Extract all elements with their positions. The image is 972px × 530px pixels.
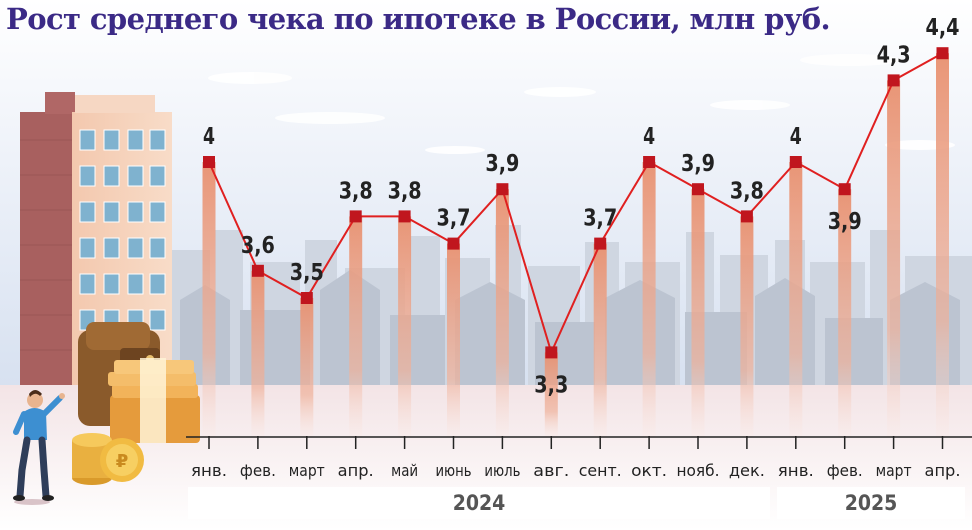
value-column (202, 162, 216, 437)
x-tick-label: апр. (925, 461, 961, 480)
data-label: 3,3 (534, 372, 568, 398)
data-label: 3,9 (485, 151, 519, 177)
data-point (887, 74, 900, 87)
value-column (593, 243, 607, 437)
data-label: 4,3 (877, 42, 911, 68)
x-tick-label: окт. (631, 461, 667, 480)
data-point (643, 156, 656, 168)
data-point (203, 156, 215, 168)
value-column (544, 352, 558, 437)
x-tick-label: апр. (338, 461, 374, 480)
x-tick-label: янв. (191, 461, 227, 480)
data-point (251, 264, 264, 277)
value-column (398, 216, 412, 437)
year-label-2024: 2024 (188, 487, 770, 519)
data-label: 4 (203, 124, 215, 150)
data-label: 3,7 (583, 206, 617, 232)
data-point (594, 237, 607, 250)
value-column (691, 189, 705, 437)
x-tick-label: янв. (778, 461, 814, 480)
data-point (740, 210, 753, 223)
value-column (300, 298, 314, 437)
data-point (789, 156, 802, 168)
data-point (496, 183, 509, 196)
value-column (447, 243, 460, 437)
data-label: 3,8 (388, 178, 422, 204)
value-column (495, 189, 509, 437)
x-tick-label: июнь (436, 461, 472, 480)
value-column (789, 162, 803, 437)
data-label: 3,9 (828, 209, 862, 235)
data-label: 3,9 (681, 151, 715, 177)
x-tick-label: фев. (240, 461, 276, 480)
value-column (838, 189, 852, 437)
data-point (936, 47, 949, 60)
series-line (208, 52, 943, 356)
value-column (642, 162, 656, 437)
data-label: 4 (643, 124, 655, 150)
data-point (692, 183, 704, 196)
data-label: 3,8 (730, 178, 764, 204)
value-column (349, 216, 363, 437)
x-tick-label: нояб. (677, 461, 720, 480)
chart-title: Рост среднего чека по ипотеке в России, … (6, 2, 831, 36)
data-point (447, 237, 460, 250)
x-tick-label: фев. (827, 461, 863, 480)
value-column (740, 216, 754, 437)
data-label: 3,7 (437, 206, 471, 232)
data-label: 3,6 (241, 233, 275, 259)
money-stack-icon (108, 358, 200, 443)
x-tick-label: март (289, 461, 325, 480)
data-label: 4,4 (926, 15, 960, 41)
person-icon (13, 390, 65, 505)
svg-text:₽: ₽ (116, 451, 129, 472)
value-column (251, 270, 265, 437)
year-label-2025: 2025 (777, 487, 965, 519)
data-point (398, 210, 411, 223)
x-tick-label: сент. (579, 461, 622, 480)
data-label: 4 (790, 124, 802, 150)
x-tick-label: авг. (533, 461, 569, 480)
x-tick-label: май (391, 461, 418, 480)
x-tick-label: март (876, 461, 912, 480)
x-tick-label: июль (484, 461, 520, 480)
data-point (838, 183, 851, 196)
data-point (300, 292, 313, 304)
coins-icon: ₽ (72, 433, 144, 485)
value-column (887, 80, 901, 438)
data-label: 3,8 (339, 178, 373, 204)
data-point (545, 346, 558, 359)
data-label: 3,5 (290, 260, 324, 286)
data-point (349, 210, 362, 223)
value-column (936, 53, 949, 437)
x-tick-label: дек. (729, 461, 765, 480)
